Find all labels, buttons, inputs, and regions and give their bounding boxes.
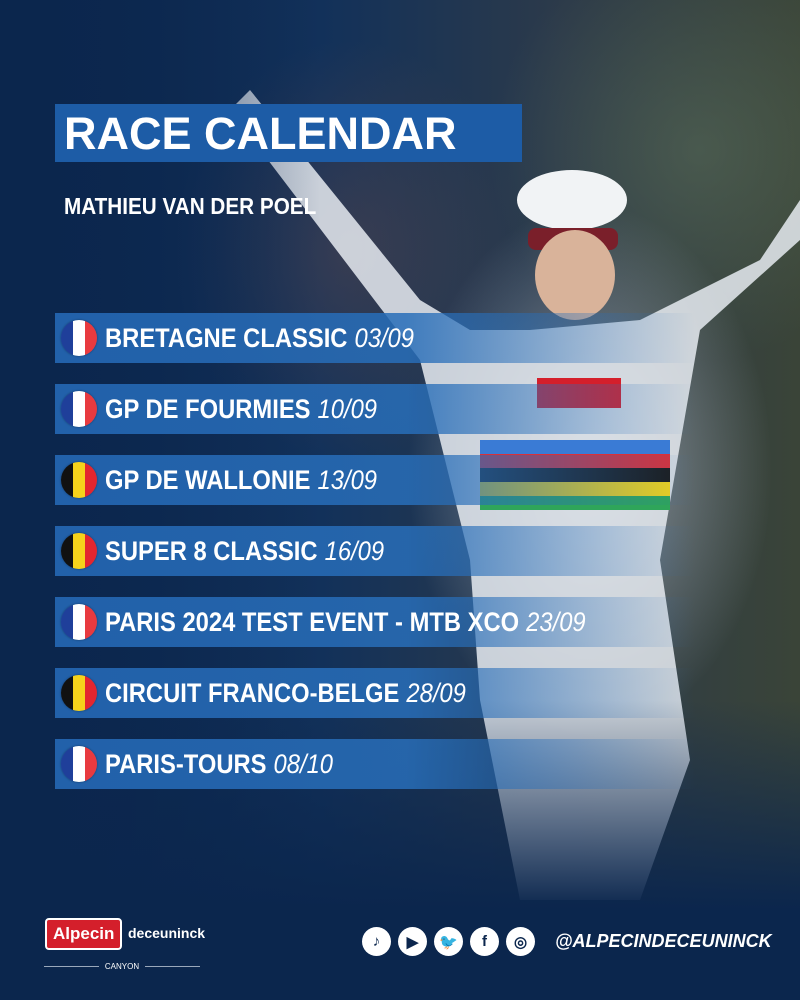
belgium-flag-icon	[61, 533, 97, 569]
title-box	[55, 104, 522, 162]
social-links: ♪ ▶ 🐦 f ◎	[362, 927, 535, 956]
rider-name: MATHIEU VAN DER POEL	[64, 193, 317, 219]
canyon-logo: CANYON	[44, 962, 201, 971]
social-handle[interactable]: @ALPECINDECEUNINCK	[555, 931, 772, 951]
race-date: 16/09	[324, 535, 385, 566]
race-name: SUPER 8 CLASSIC	[105, 535, 318, 566]
race-label: SUPER 8 CLASSIC 16/09	[105, 536, 384, 567]
race-label: CIRCUIT FRANCO-BELGE 28/09	[105, 678, 466, 709]
race-name: GP DE FOURMIES	[105, 393, 311, 424]
race-row: BRETAGNE CLASSIC 03/09	[55, 313, 695, 363]
deceuninck-logo: deceuninck	[128, 925, 206, 941]
race-label: BRETAGNE CLASSIC 03/09	[105, 323, 414, 354]
page-title: RACE CALENDAR	[64, 108, 457, 159]
race-label: PARIS-TOURS 08/10	[105, 749, 333, 780]
race-label: GP DE FOURMIES 10/09	[105, 394, 377, 425]
race-date: 23/09	[526, 606, 586, 637]
france-flag-icon	[61, 746, 97, 782]
race-row: PARIS-TOURS 08/10	[55, 739, 695, 789]
race-date: 10/09	[317, 393, 378, 424]
tiktok-icon[interactable]: ♪	[362, 927, 391, 956]
race-row: SUPER 8 CLASSIC 16/09	[55, 526, 695, 576]
race-label: GP DE WALLONIE 13/09	[105, 465, 377, 496]
race-label: PARIS 2024 TEST EVENT - MTB XCO 23/09	[105, 607, 586, 638]
race-date: 28/09	[406, 677, 466, 708]
race-name: PARIS-TOURS	[105, 748, 267, 779]
race-row: CIRCUIT FRANCO-BELGE 28/09	[55, 668, 695, 718]
facebook-icon[interactable]: f	[470, 927, 499, 956]
france-flag-icon	[61, 391, 97, 427]
race-date: 13/09	[317, 464, 378, 495]
france-flag-icon	[61, 604, 97, 640]
race-row: GP DE FOURMIES 10/09	[55, 384, 695, 434]
alpecin-logo: Alpecin	[45, 918, 123, 950]
race-date: 08/10	[273, 748, 334, 779]
race-name: BRETAGNE CLASSIC	[105, 322, 348, 353]
race-row: GP DE WALLONIE 13/09	[55, 455, 695, 505]
france-flag-icon	[61, 320, 97, 356]
belgium-flag-icon	[61, 462, 97, 498]
belgium-flag-icon	[61, 675, 97, 711]
race-name: PARIS 2024 TEST EVENT - MTB XCO	[105, 606, 520, 637]
twitter-icon[interactable]: 🐦	[434, 927, 463, 956]
race-name: CIRCUIT FRANCO-BELGE	[105, 677, 400, 708]
race-name: GP DE WALLONIE	[105, 464, 311, 495]
race-row: PARIS 2024 TEST EVENT - MTB XCO 23/09	[55, 597, 695, 647]
race-date: 03/09	[354, 322, 414, 353]
instagram-icon[interactable]: ◎	[506, 927, 535, 956]
youtube-icon[interactable]: ▶	[398, 927, 427, 956]
